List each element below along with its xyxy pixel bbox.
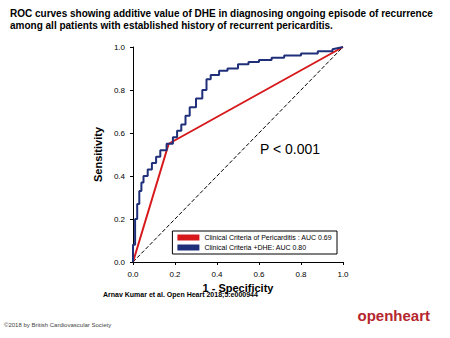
svg-text:©2018 by British Cardiovascula: ©2018 by British Cardiovascular Society bbox=[4, 322, 111, 328]
svg-text:among all patients with establ: among all patients with established hist… bbox=[10, 20, 333, 31]
svg-text:1.0: 1.0 bbox=[114, 43, 126, 52]
svg-text:0.6: 0.6 bbox=[114, 129, 126, 138]
svg-text:P < 0.001: P < 0.001 bbox=[260, 141, 320, 157]
svg-text:0.4: 0.4 bbox=[114, 172, 126, 181]
svg-text:Arnav Kumar et al. Open Heart: Arnav Kumar et al. Open Heart 2018;5:e00… bbox=[103, 291, 258, 298]
svg-text:0.0: 0.0 bbox=[114, 258, 126, 267]
svg-text:Sensitivity: Sensitivity bbox=[92, 126, 104, 182]
svg-text:0.8: 0.8 bbox=[295, 270, 307, 279]
svg-text:0.8: 0.8 bbox=[114, 86, 126, 95]
svg-text:ROC curves showing additive va: ROC curves showing additive value of DHE… bbox=[10, 8, 436, 19]
svg-text:0.0: 0.0 bbox=[127, 270, 139, 279]
svg-text:0.2: 0.2 bbox=[169, 270, 181, 279]
svg-text:Clinical Criteria of Pericardi: Clinical Criteria of Pericarditis : AUC … bbox=[204, 234, 331, 241]
svg-text:Clinical Criteria +DHE: AUC 0.: Clinical Criteria +DHE: AUC 0.80 bbox=[204, 244, 306, 251]
svg-text:1 - Specificity: 1 - Specificity bbox=[203, 282, 275, 294]
svg-text:0.2: 0.2 bbox=[114, 215, 126, 224]
svg-text:0.6: 0.6 bbox=[253, 270, 265, 279]
svg-text:openheart: openheart bbox=[357, 307, 430, 324]
svg-text:1.0: 1.0 bbox=[337, 270, 349, 279]
svg-text:0.4: 0.4 bbox=[211, 270, 223, 279]
